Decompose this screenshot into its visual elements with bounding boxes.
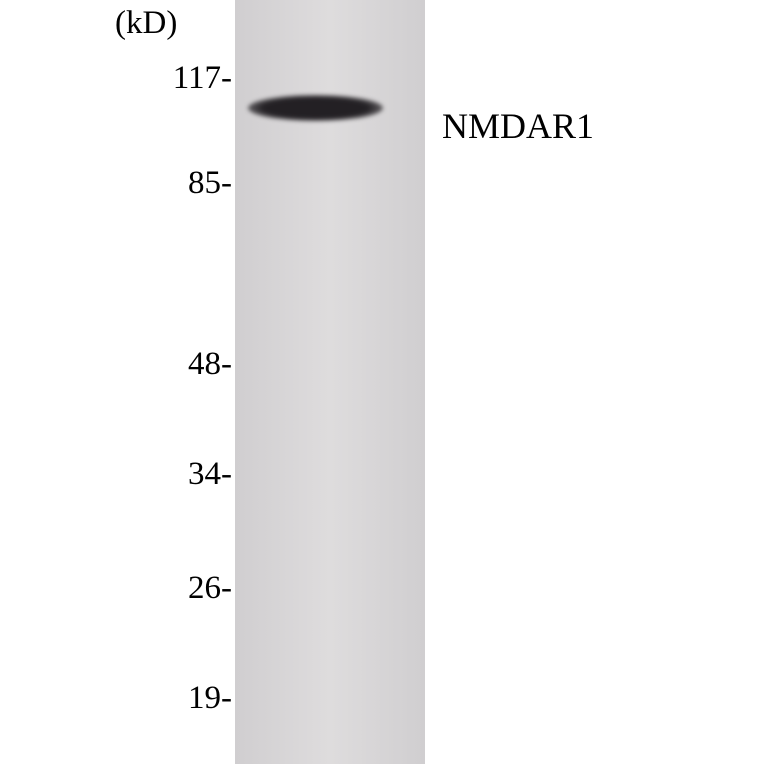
mw-marker-4: 26- bbox=[188, 570, 232, 607]
nmdar1-band bbox=[248, 95, 383, 121]
unit-label: (kD) bbox=[115, 5, 177, 42]
mw-marker-3: 34- bbox=[188, 456, 232, 493]
western-blot-figure: (kD) NMDAR1 117- 85- 48- 34- 26- 19- bbox=[0, 0, 764, 764]
mw-marker-2: 48- bbox=[188, 346, 232, 383]
mw-marker-0: 117- bbox=[173, 60, 232, 97]
protein-label: NMDAR1 bbox=[442, 105, 594, 147]
mw-marker-1: 85- bbox=[188, 165, 232, 202]
mw-marker-5: 19- bbox=[188, 680, 232, 717]
